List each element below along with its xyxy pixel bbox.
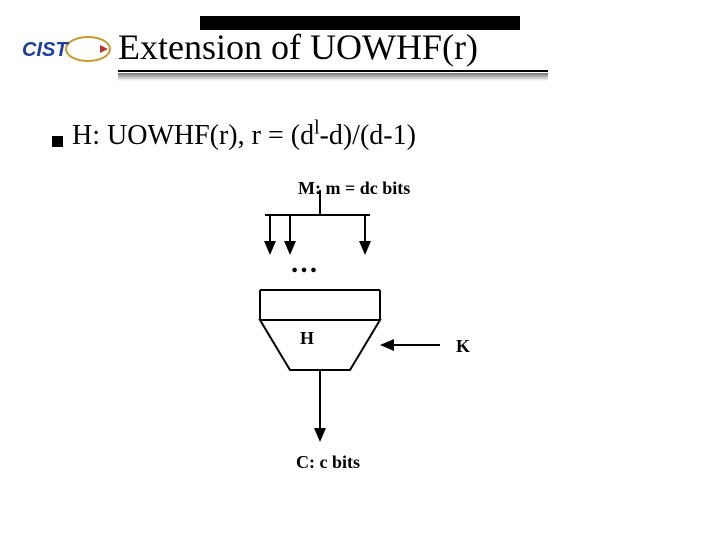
- label-h: H: [300, 328, 314, 349]
- label-k: K: [456, 336, 470, 357]
- bullet-text: H: UOWHF(r), r = (dl-d)/(d-1): [72, 120, 416, 152]
- title-underline: [118, 70, 548, 72]
- cist-logo: CIST: [20, 34, 112, 64]
- slide-title: Extension of UOWHF(r): [118, 26, 478, 68]
- label-m: M: m = dc bits: [298, 178, 410, 199]
- svg-text:CIST: CIST: [22, 39, 69, 61]
- ellipsis-icon: …: [290, 248, 322, 280]
- bullet-suffix: -d)/(d-1): [320, 120, 416, 151]
- hash-diagram: [160, 150, 560, 510]
- bullet-marker: [52, 136, 63, 147]
- label-c: C: c bits: [296, 452, 360, 473]
- title-underline-shadow: [118, 73, 548, 81]
- bullet-prefix: H: UOWHF(r), r = (d: [72, 120, 314, 151]
- slide-root: CIST Extension of UOWHF(r) H: UOWHF(r), …: [0, 0, 720, 540]
